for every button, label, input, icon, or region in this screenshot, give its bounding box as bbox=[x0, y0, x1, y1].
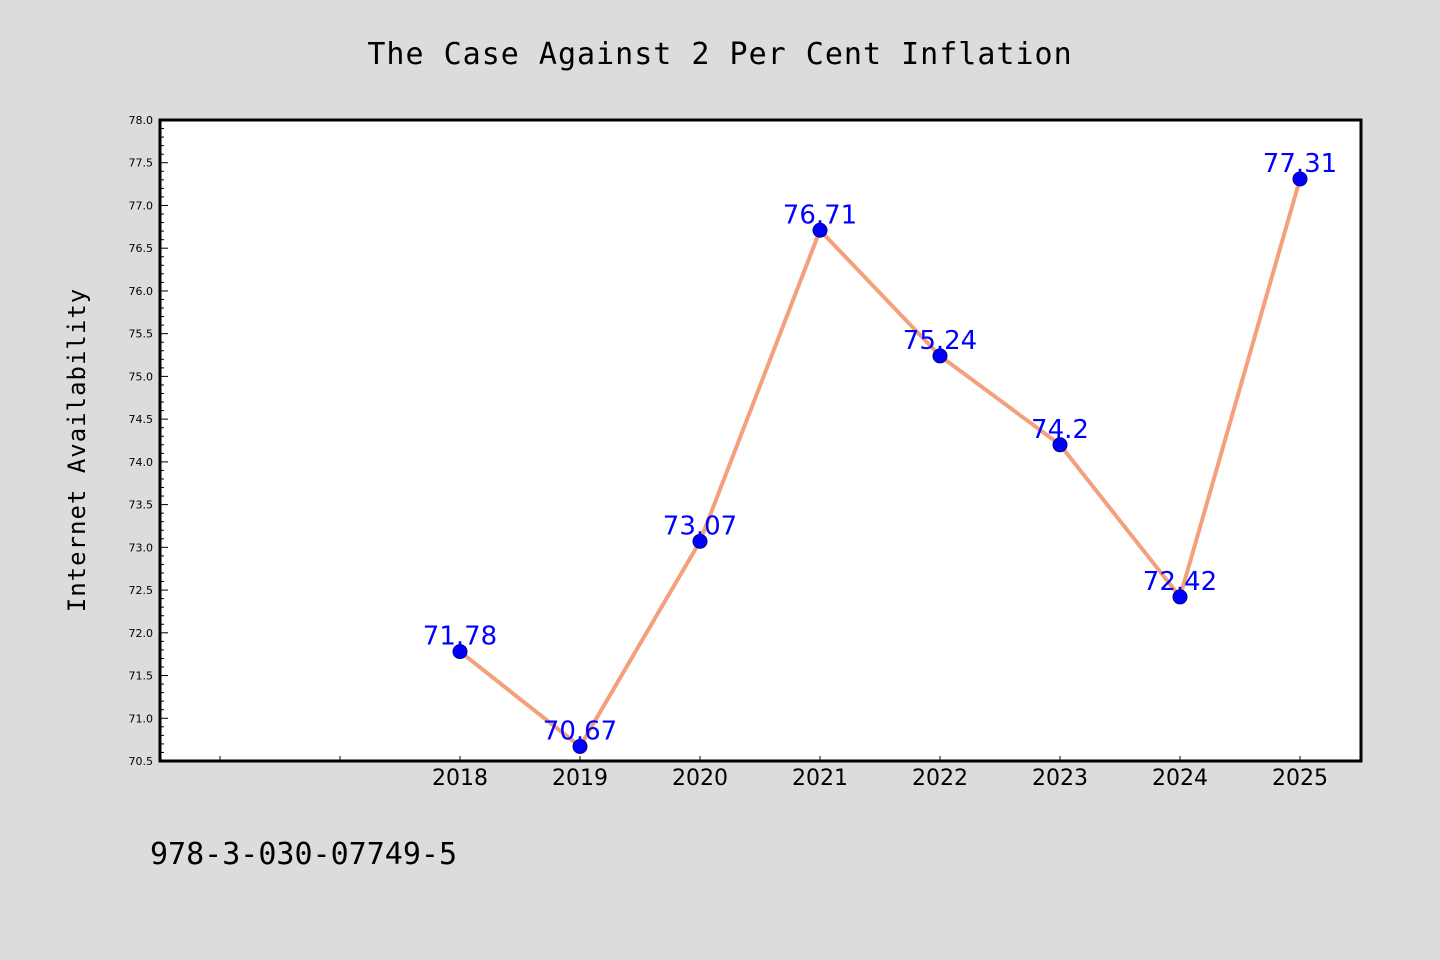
y-tick-label: 72.5 bbox=[129, 584, 154, 597]
x-axis: 2018 2019 2020 2021 2022 2023 2024 2025 bbox=[219, 756, 1328, 791]
y-tick-label: 75.0 bbox=[129, 370, 154, 383]
y-tick-label: 73.5 bbox=[129, 499, 154, 512]
data-point bbox=[452, 644, 468, 660]
data-label: 77.31 bbox=[1263, 149, 1337, 179]
y-tick-label: 72.0 bbox=[129, 627, 154, 640]
data-point bbox=[692, 533, 708, 549]
x-tick-label: 2023 bbox=[1032, 766, 1088, 791]
x-tick-label: 2024 bbox=[1152, 766, 1208, 791]
data-point bbox=[572, 738, 588, 754]
data-label: 74.2 bbox=[1031, 415, 1089, 445]
data-label: 70.67 bbox=[543, 716, 617, 746]
data-label: 72.42 bbox=[1143, 567, 1217, 597]
x-tick-label: 2021 bbox=[792, 766, 848, 791]
data-point bbox=[1052, 437, 1068, 453]
y-tick-label: 70.5 bbox=[129, 755, 154, 768]
y-tick-label: 77.5 bbox=[129, 157, 154, 170]
y-tick-label: 75.5 bbox=[129, 328, 154, 341]
x-tick-label: 2018 bbox=[432, 766, 488, 791]
x-tick-label: 2025 bbox=[1272, 766, 1328, 791]
data-label: 73.07 bbox=[663, 511, 737, 541]
y-axis-label: Internet Availability bbox=[63, 288, 91, 612]
x-tick-label: 2020 bbox=[672, 766, 728, 791]
x-tick-label: 2019 bbox=[552, 766, 608, 791]
footer-isbn: 978-3-030-07749-5 bbox=[150, 837, 457, 872]
y-tick-label: 71.0 bbox=[129, 712, 154, 725]
y-tick-label: 76.5 bbox=[129, 242, 154, 255]
data-label: 76.71 bbox=[783, 200, 857, 230]
y-tick-label: 73.0 bbox=[129, 541, 154, 554]
data-series bbox=[452, 171, 1308, 754]
series-line bbox=[458, 178, 1302, 749]
y-tick-label: 74.0 bbox=[129, 456, 154, 469]
data-point bbox=[932, 348, 948, 364]
x-tick-label: 2022 bbox=[912, 766, 968, 791]
plot-area bbox=[158, 118, 1363, 763]
y-tick-label: 77.0 bbox=[129, 199, 154, 212]
data-labels: 71.78 70.67 73.07 76.71 75.24 74.2 72.42 77.31 bbox=[423, 149, 1337, 746]
data-label: 75.24 bbox=[903, 326, 977, 356]
y-tick-label: 78.0 bbox=[129, 114, 154, 127]
data-point bbox=[1172, 589, 1188, 605]
data-point bbox=[1292, 171, 1308, 187]
y-tick-label: 76.0 bbox=[129, 285, 154, 298]
chart-title: The Case Against 2 Per Cent Inflation bbox=[367, 37, 1072, 72]
data-label: 71.78 bbox=[423, 622, 497, 652]
data-point bbox=[812, 222, 828, 238]
y-axis: 70.5 71.0 71.5 72.0 72.5 73.0 73.5 74.0 74.5 75.0… bbox=[129, 114, 168, 768]
y-tick-label: 74.5 bbox=[129, 413, 154, 426]
y-tick-label: 71.5 bbox=[129, 670, 154, 683]
